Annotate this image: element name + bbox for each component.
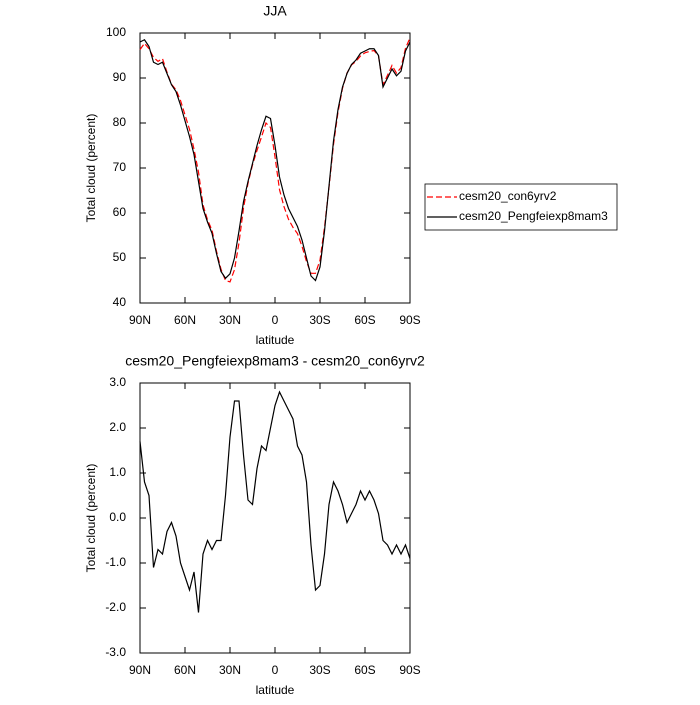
chart-title: cesm20_Pengfeiexp8mam3 - cesm20_con6yrv2	[125, 353, 425, 369]
x-tick-label: 0	[272, 313, 279, 327]
x-tick-label: 60S	[354, 663, 375, 677]
data-line	[139, 37, 411, 283]
x-axis-label: latitude	[256, 683, 295, 697]
y-tick-label: 0.0	[109, 510, 126, 524]
y-tick-label: 50	[113, 250, 127, 264]
x-tick-label: 60S	[354, 313, 375, 327]
y-axis-label: Total cloud (percent)	[84, 464, 98, 573]
y-tick-label: -1.0	[105, 555, 126, 569]
x-tick-label: 30N	[219, 663, 241, 677]
x-tick-label: 60N	[174, 313, 196, 327]
y-tick-label: 1.0	[109, 465, 126, 479]
data-line	[139, 38, 411, 282]
y-tick-label: 70	[113, 160, 127, 174]
y-tick-label: -2.0	[105, 600, 126, 614]
x-axis-label: latitude	[256, 333, 295, 347]
y-tick-label: 2.0	[109, 420, 126, 434]
y-tick-label: -3.0	[105, 645, 126, 659]
y-tick-label: 100	[106, 25, 126, 39]
chart-title: JJA	[263, 3, 287, 19]
y-tick-label: 3.0	[109, 375, 126, 389]
y-tick-label: 60	[113, 205, 127, 219]
x-tick-label: 90N	[129, 313, 151, 327]
x-tick-label: 90S	[399, 663, 420, 677]
x-tick-label: 30S	[309, 663, 330, 677]
x-tick-label: 30N	[219, 313, 241, 327]
plot-frame	[139, 32, 411, 304]
legend-label: cesm20_Pengfeiexp8mam3	[459, 209, 608, 223]
x-tick-label: 0	[272, 663, 279, 677]
x-tick-label: 30S	[309, 313, 330, 327]
y-tick-label: 40	[113, 295, 127, 309]
plot-frame	[139, 382, 411, 654]
y-axis-label: Total cloud (percent)	[84, 114, 98, 223]
y-tick-label: 90	[113, 70, 127, 84]
legend-label: cesm20_con6yrv2	[459, 189, 557, 203]
x-tick-label: 90S	[399, 313, 420, 327]
x-tick-label: 60N	[174, 663, 196, 677]
legend-box	[424, 183, 618, 231]
data-line	[139, 390, 411, 613]
x-tick-label: 90N	[129, 663, 151, 677]
y-tick-label: 80	[113, 115, 127, 129]
